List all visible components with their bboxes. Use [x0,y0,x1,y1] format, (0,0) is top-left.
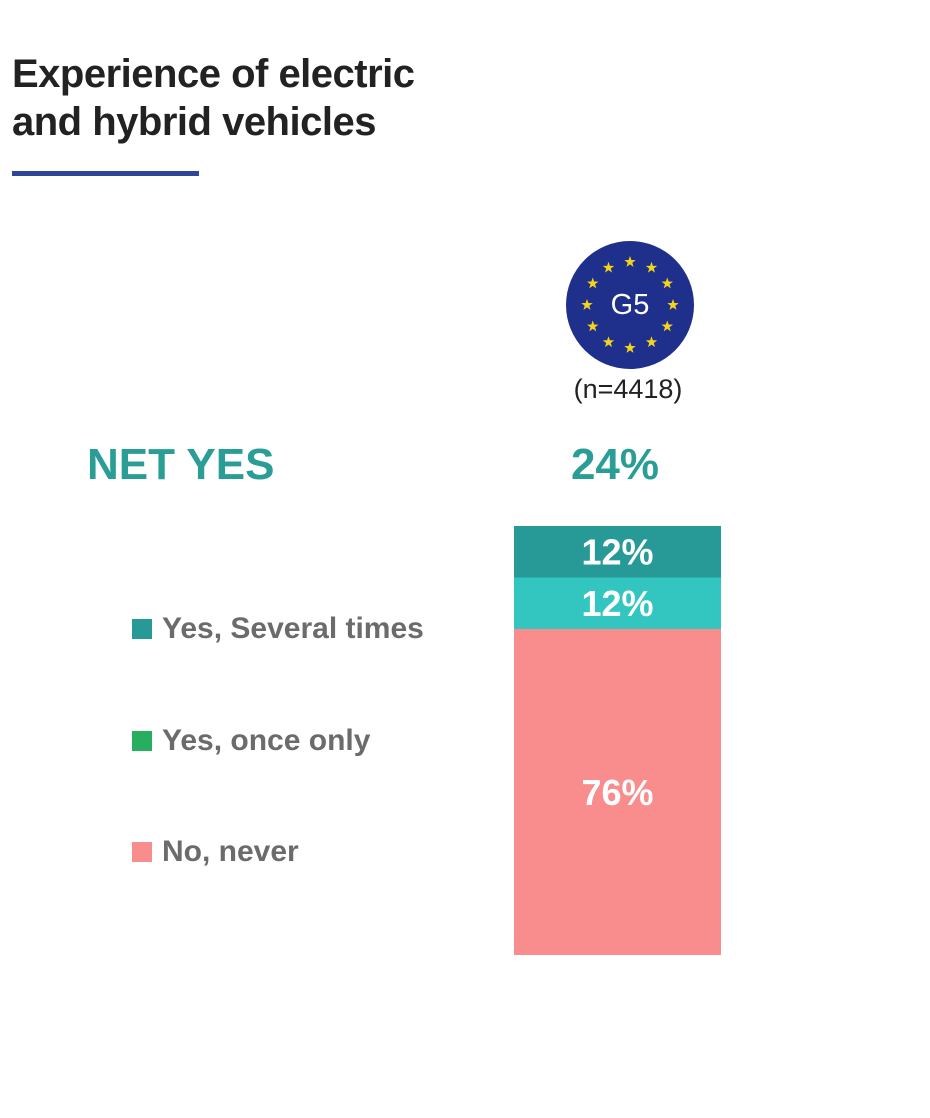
badge-star [587,277,599,289]
legend-swatch [132,842,152,862]
badge-star [602,261,615,273]
bar-segment-0 [514,526,721,578]
badge-star [645,336,658,348]
net-yes-value: 24% [570,440,660,489]
net-yes-label: NET YES [87,440,275,489]
bar-data-label-0: 12% [581,532,653,573]
legend-item-yes-once-only: Yes, once only [132,724,370,758]
legend-label: Yes, once only [162,724,371,757]
bar-data-label-1: 12% [581,583,653,624]
bar-segment-1 [514,577,721,629]
chart-title-line-1: Experience of electric [12,52,415,96]
badge-star [645,261,658,273]
badge-star [661,320,673,332]
badge-circle [566,241,694,369]
legend-label: Yes, Several times [162,612,424,645]
badge-star [661,277,673,289]
chart-title: Experience of electric and hybrid vehicl… [12,50,612,146]
legend-swatch [132,619,152,639]
badge-star [667,299,679,310]
eu-flag-circle-icon: G5 [566,241,694,369]
legend-swatch [132,731,152,751]
legend-item-yes-several-times: Yes, Several times [132,612,424,646]
chart-title-line-2: and hybrid vehicles [12,100,376,144]
badge-stars [581,256,679,353]
title-underline [12,171,199,176]
badge-star [587,320,599,332]
bar-segment-2 [514,629,721,955]
legend-item-no-never: No, never [132,835,299,869]
sample-size: (n=4418) [573,374,683,404]
badge-star [581,299,593,310]
legend-label: No, never [162,835,299,868]
bar-data-label-2: 76% [581,772,653,813]
badge-star [602,336,615,348]
badge-label: G5 [611,289,650,321]
badge-star [624,342,636,353]
badge-star [624,256,636,267]
